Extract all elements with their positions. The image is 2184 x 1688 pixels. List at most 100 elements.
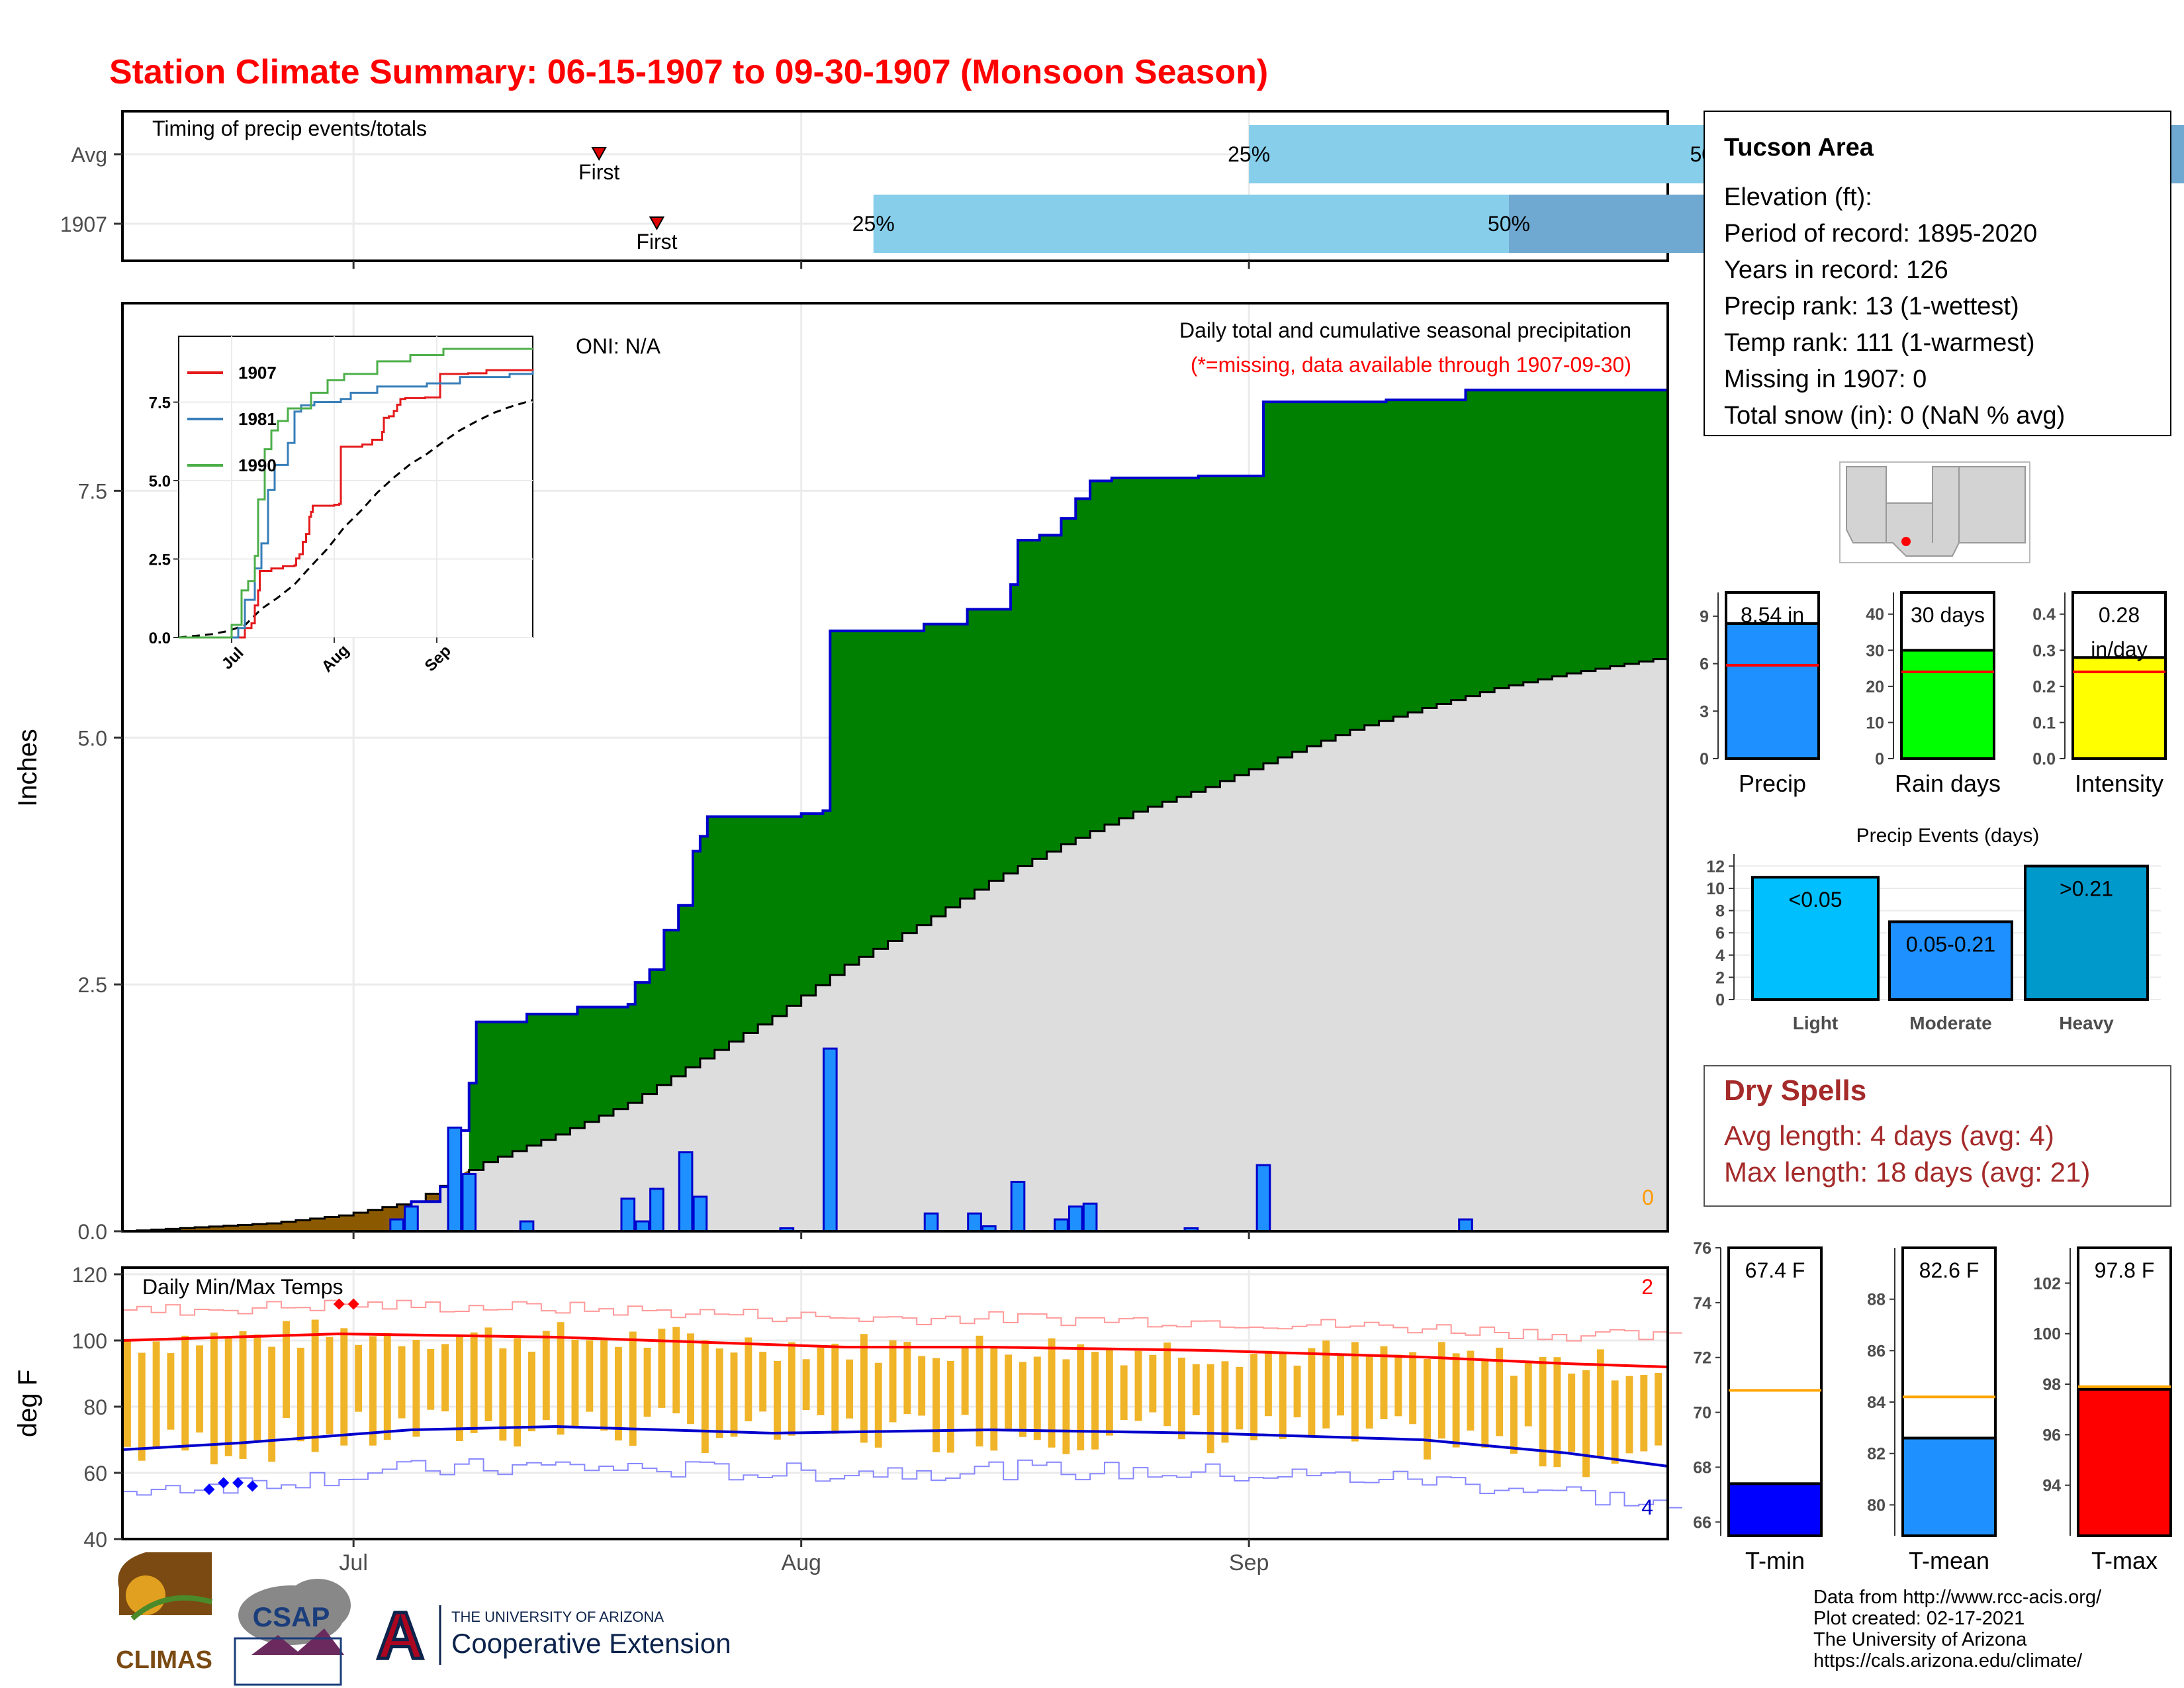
- daily-temp-range-bar: [1062, 1359, 1070, 1454]
- temp-summary-1-ytick-label: 82: [1867, 1445, 1886, 1464]
- temp-summary-1-ytick-label: 84: [1867, 1393, 1886, 1412]
- precip-summary-1-ytick-label: 0: [1875, 750, 1884, 769]
- daily-temp-range-bar: [326, 1336, 334, 1434]
- climas-logo-swoosh: [130, 1595, 213, 1620]
- daily-temp-range-bar: [1409, 1352, 1417, 1425]
- temp-chart-title: Daily Min/Max Temps: [142, 1275, 343, 1299]
- daily-temp-range-bar: [745, 1337, 752, 1422]
- record-min-line: [122, 1458, 1682, 1509]
- daily-temp-range-bar: [976, 1335, 983, 1447]
- daily-temp-range-bar: [1077, 1344, 1085, 1450]
- daily-temp-range-bar: [658, 1329, 666, 1408]
- daily-precip-bar: [1458, 1218, 1473, 1233]
- footer-line: The University of Arizona: [1813, 1629, 2027, 1650]
- temp-xtick-label: Sep: [1229, 1550, 1269, 1575]
- record-high-marker: [347, 1298, 359, 1310]
- temp-summary-2-ytick-label: 100: [2033, 1325, 2061, 1344]
- temp-summary-0-ytick-label: 68: [1693, 1458, 1711, 1477]
- daily-temp-range-bar: [528, 1351, 535, 1432]
- daily-temp-range-bar: [224, 1337, 232, 1456]
- temp-summary-1-ytick-label: 86: [1867, 1342, 1886, 1360]
- timing-first-marker: [591, 147, 607, 162]
- precip-summary-2-value-bar: [2071, 656, 2167, 761]
- daily-temp-range-bar: [152, 1341, 160, 1448]
- daily-temp-range-bar: [1322, 1340, 1330, 1429]
- timing-first-marker: [649, 216, 665, 231]
- dry-spells-max: Max length: 18 days (avg: 21): [1724, 1156, 2090, 1188]
- temp-summary-1-value-bar: [1901, 1436, 1997, 1537]
- events-bar-moderate: [1888, 920, 2013, 1002]
- daily-temp-range-bar: [874, 1362, 882, 1448]
- temp-panel: Daily Min/Max Temps 2 4 deg F 40 60 80 100 1…: [13, 1263, 1682, 1575]
- daily-temp-range-bar: [600, 1340, 608, 1431]
- station-info-line: Temp rank: 111 (1-warmest): [1724, 329, 2035, 357]
- daily-temp-range-bar: [1481, 1359, 1489, 1448]
- record-low-count: 4: [1641, 1495, 1653, 1519]
- temp-summary-2-ytick-label: 98: [2042, 1376, 2061, 1394]
- temp-summary-2-value-bar: [2077, 1387, 2172, 1538]
- daily-temp-range-bar: [860, 1334, 868, 1443]
- temp-summary-2-ytick-label: 96: [2042, 1426, 2061, 1444]
- precip-summary-0-ytick-label: 0: [1700, 750, 1709, 769]
- daily-temp-range-bar: [1120, 1365, 1128, 1421]
- ua-small-text: THE UNIVERSITY OF ARIZONA: [451, 1609, 664, 1625]
- timing-p25-label: 25%: [1228, 142, 1270, 166]
- daily-temp-range-bar: [340, 1328, 348, 1446]
- daily-temp-range-bar: [455, 1336, 463, 1441]
- average-cumulative-line: [122, 656, 1669, 1233]
- daily-temp-range-bar: [889, 1340, 897, 1423]
- daily-temp-range-bar: [918, 1356, 926, 1416]
- station-info-line: Period of record: 1895-2020: [1724, 220, 2037, 248]
- daily-temp-range-bar: [672, 1327, 680, 1414]
- daily-temp-range-bar: [1640, 1374, 1648, 1452]
- average-min-line: [122, 1425, 1668, 1468]
- temp-ytick-label: 80: [83, 1395, 107, 1419]
- daily-temp-range-bar: [1005, 1354, 1013, 1431]
- daily-temp-range-bar: [1524, 1362, 1532, 1427]
- daily-temp-range-bar: [470, 1332, 478, 1433]
- daily-temp-range-bar: [1019, 1362, 1026, 1437]
- daily-temp-range-bar: [557, 1322, 565, 1435]
- precip-summary-1-category-label: Rain days: [1895, 770, 2001, 797]
- precip-summary-1-value-bar: [1900, 649, 1995, 760]
- precip-summary-2-value-label: 0.28: [2099, 603, 2140, 627]
- daily-temp-range-bar: [687, 1333, 694, 1425]
- daily-temp-range-bar: [1091, 1352, 1099, 1450]
- daily-temp-range-bar: [1467, 1350, 1475, 1431]
- station-info-line: Total snow (in): 0 (NaN % avg): [1724, 402, 2065, 430]
- daily-temp-range-bar: [1134, 1350, 1142, 1421]
- daily-precip-bar: [1068, 1205, 1083, 1233]
- daily-precip-bar: [649, 1188, 664, 1233]
- missing-count: 0: [1642, 1186, 1654, 1209]
- station-info-line: Missing in 1907: 0: [1724, 365, 1927, 393]
- dry-spells-title: Dry Spells: [1724, 1074, 1866, 1107]
- daily-temp-range-bar: [196, 1345, 204, 1433]
- daily-temp-range-bar: [1279, 1351, 1287, 1439]
- precip-summary-2-category-label: Intensity: [2075, 770, 2163, 797]
- daily-temp-range-bar: [1048, 1338, 1056, 1448]
- daily-temp-range-bar: [167, 1353, 175, 1430]
- precip-summary-0-ytick-label: 6: [1700, 655, 1709, 674]
- temp-summary-0-ytick-label: 74: [1693, 1294, 1711, 1313]
- daily-temp-range-bar: [239, 1331, 247, 1459]
- daily-temp-range-bar: [542, 1331, 550, 1421]
- daily-temp-range-bar: [138, 1352, 146, 1461]
- events-category-label: Light: [1793, 1013, 1838, 1033]
- temp-ylabel: deg F: [13, 1370, 42, 1437]
- daily-temp-range-bar: [369, 1336, 377, 1446]
- daily-temp-range-bar: [1655, 1373, 1662, 1446]
- station-info-box: Tucson Area Elevation (ft): Period of rec…: [1704, 111, 2171, 436]
- daily-temp-range-bar: [1510, 1376, 1518, 1454]
- map-states: [1846, 466, 2026, 557]
- daily-temp-range-bar: [427, 1349, 435, 1410]
- ua-logo: A THE UNIVERSITY OF ARIZONA Cooperative …: [375, 1597, 731, 1675]
- daily-temp-range-bar: [1337, 1356, 1344, 1416]
- events-ytick-label: 6: [1715, 924, 1725, 943]
- events-ytick-label: 8: [1715, 902, 1725, 921]
- precip-summary-2-value-label: in/day: [2091, 637, 2147, 661]
- precip-summary-1-ytick-label: 40: [1866, 606, 1884, 624]
- precip-summary-2-ytick-label: 0.3: [2032, 641, 2056, 660]
- footer-line: Data from http://www.rcc-acis.org/: [1813, 1587, 2102, 1608]
- daily-temp-range-bar: [210, 1333, 218, 1465]
